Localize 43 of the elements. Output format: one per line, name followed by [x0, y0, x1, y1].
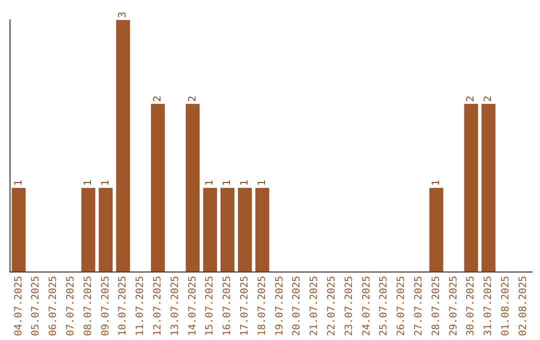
- x-tick-label: 18.07.2025: [256, 276, 268, 336]
- data-label: 1: [256, 179, 268, 186]
- x-tick-label: 23.07.2025: [344, 276, 355, 336]
- data-label: 1: [100, 179, 112, 186]
- data-label: 2: [483, 96, 494, 102]
- x-tick-label: 16.07.2025: [222, 276, 234, 336]
- data-label: 1: [222, 179, 234, 186]
- x-tick-label: 14.07.2025: [187, 276, 198, 336]
- x-tick-label: 13.07.2025: [170, 276, 181, 336]
- x-tick-label: 01.08.2025: [500, 276, 512, 336]
- x-tick-label: 27.07.2025: [413, 276, 424, 336]
- x-tick-label: 26.07.2025: [396, 276, 408, 336]
- x-tick-label: 30.07.2025: [466, 276, 477, 336]
- x-tick-label: 29.07.2025: [448, 276, 460, 336]
- x-tick-label: 19.07.2025: [274, 276, 286, 336]
- x-tick-label: 10.07.2025: [118, 276, 129, 336]
- data-label: 2: [152, 96, 164, 102]
- x-tick-label: 25.07.2025: [378, 276, 390, 336]
- x-tick-label: 15.07.2025: [204, 276, 216, 336]
- x-tick-label: 06.07.2025: [48, 276, 60, 336]
- data-label: 1: [204, 179, 216, 186]
- x-tick-label: 22.07.2025: [326, 276, 338, 336]
- x-tick-label: 31.07.2025: [483, 276, 494, 336]
- data-label: 3: [118, 12, 129, 18]
- data-label: 2: [466, 96, 477, 102]
- data-label: 1: [239, 179, 250, 186]
- x-tick-label: 08.07.2025: [82, 276, 94, 336]
- x-tick-label: 07.07.2025: [65, 276, 76, 336]
- x-tick-label: 09.07.2025: [100, 276, 112, 336]
- data-label: 1: [430, 179, 442, 186]
- x-tick-label: 21.07.2025: [309, 276, 320, 336]
- x-tick-label: 24.07.2025: [361, 276, 372, 336]
- x-tick-label: 02.08.2025: [518, 276, 529, 336]
- x-tick-label: 04.07.2025: [13, 276, 24, 336]
- x-tick-label: 11.07.2025: [135, 276, 146, 336]
- x-tick-label: 17.07.2025: [239, 276, 250, 336]
- x-tick-label: 28.07.2025: [430, 276, 442, 336]
- data-label: 1: [82, 179, 94, 186]
- x-tick-label: 05.07.2025: [30, 276, 42, 336]
- x-tick-label: 12.07.2025: [152, 276, 164, 336]
- x-tick-label: 20.07.2025: [292, 276, 303, 336]
- data-label: 2: [187, 96, 198, 102]
- data-label: 1: [13, 179, 24, 186]
